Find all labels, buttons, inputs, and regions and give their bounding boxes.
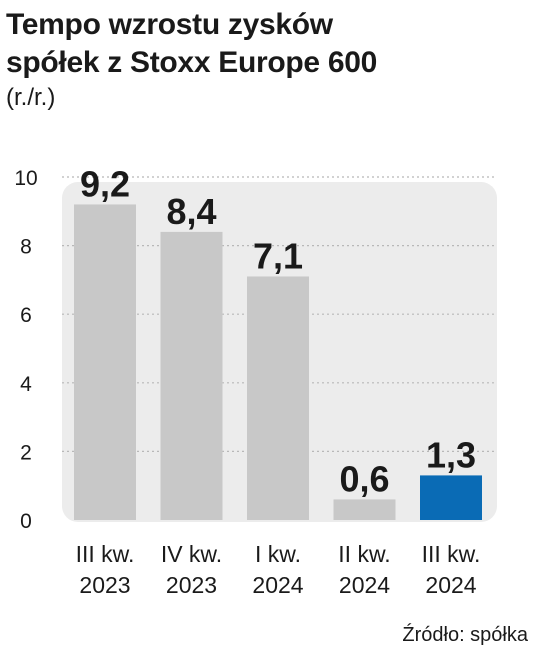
chart-title-line-1: Tempo wzrostu zysków: [6, 8, 333, 41]
chart-title-line-2: spółek z Stoxx Europe 600: [6, 46, 377, 79]
source-note: Źródło: spółka: [402, 624, 528, 646]
y-tick-label: 2: [20, 441, 32, 464]
bar-value-label: 7,1: [253, 235, 303, 276]
x-tick-label: II kw.: [338, 541, 390, 567]
y-tick-label: 6: [20, 304, 32, 327]
x-tick-label: I kw.: [255, 541, 301, 567]
bar: [74, 204, 136, 520]
chart-subtitle: (r./r.): [6, 84, 56, 111]
x-tick-label: III kw.: [422, 541, 481, 567]
bar: [420, 475, 482, 520]
bar-value-label: 8,4: [166, 191, 216, 232]
y-tick-label: 8: [20, 236, 32, 259]
bar: [247, 276, 309, 520]
bar: [160, 231, 223, 520]
x-tick-label: 2024: [339, 572, 390, 598]
y-tick-label: 4: [20, 373, 32, 396]
x-tick-label: III kw.: [76, 541, 135, 567]
y-tick-label: 0: [20, 510, 32, 533]
title-block: Tempo wzrostu zysków spółek z Stoxx Euro…: [6, 6, 526, 112]
bar: [333, 499, 396, 520]
bar-value-label: 9,2: [80, 163, 130, 204]
x-tick-label: IV kw.: [161, 541, 222, 567]
x-tick-label: 2024: [425, 572, 476, 598]
x-tick-label: 2023: [79, 572, 130, 598]
x-tick-label: 2023: [166, 572, 217, 598]
x-tick-label: 2024: [252, 572, 303, 598]
y-tick-label: 10: [14, 167, 37, 190]
bar-value-label: 0,6: [339, 458, 389, 499]
bar-value-label: 1,3: [426, 434, 476, 475]
